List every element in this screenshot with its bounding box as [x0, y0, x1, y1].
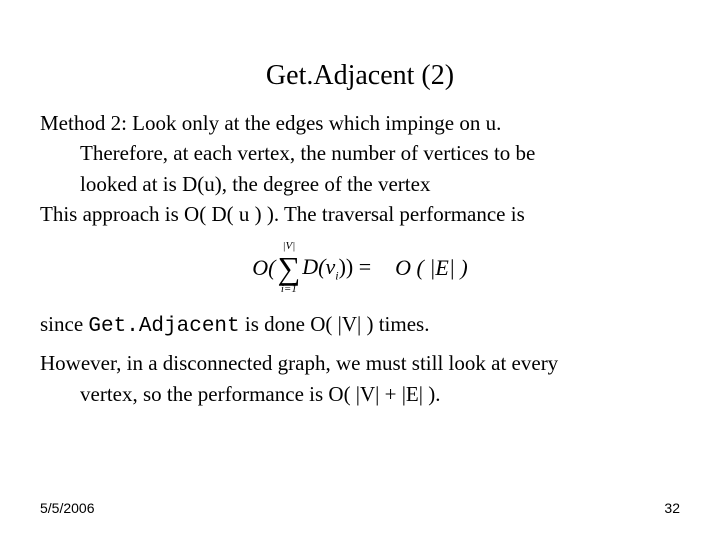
formula-rhs: O ( |E| ) [395, 254, 468, 282]
formula-D: D(vi)) = [302, 253, 371, 283]
formula-inner: O( |V| ∑ i=1 D(vi)) = O ( |E| ) [252, 241, 468, 295]
para4-line1: However, in a disconnected graph, we mus… [40, 350, 680, 376]
formula-D-open: D( [302, 254, 325, 279]
para1-line2: Therefore, at each vertex, the number of… [80, 140, 680, 166]
slide: Get.Adjacent (2) Method 2: Look only at … [0, 0, 720, 540]
para3: since Get.Adjacent is done O( |V| ) time… [40, 311, 680, 340]
formula-sum-col: |V| ∑ i=1 [277, 241, 300, 295]
para1-line1: Method 2: Look only at the edges which i… [40, 110, 680, 136]
formula-v: v [326, 254, 336, 279]
footer-date: 5/5/2006 [40, 500, 95, 516]
footer-page: 32 [664, 500, 680, 516]
slide-title: Get.Adjacent (2) [40, 60, 680, 92]
para3-a: since [40, 312, 88, 336]
formula-lhs: O( |V| ∑ i=1 D(vi)) = [252, 241, 371, 295]
slide-body: Method 2: Look only at the edges which i… [40, 110, 680, 407]
sigma-icon: ∑ [277, 252, 300, 284]
para4-line2: vertex, so the performance is O( |V| + |… [80, 381, 680, 407]
para1-line3: looked at is D(u), the degree of the ver… [80, 171, 680, 197]
formula-close1: )) = [339, 254, 372, 279]
formula: O( |V| ∑ i=1 D(vi)) = O ( |E| ) [40, 241, 680, 295]
para3-b: Get.Adjacent [88, 315, 239, 338]
para3-c: is done O( |V| ) times. [240, 312, 430, 336]
formula-O-open: O( [252, 254, 275, 282]
slide-footer: 5/5/2006 32 [40, 500, 680, 516]
para2: This approach is O( D( u ) ). The traver… [40, 201, 680, 227]
formula-sum-lower: i=1 [281, 284, 297, 295]
